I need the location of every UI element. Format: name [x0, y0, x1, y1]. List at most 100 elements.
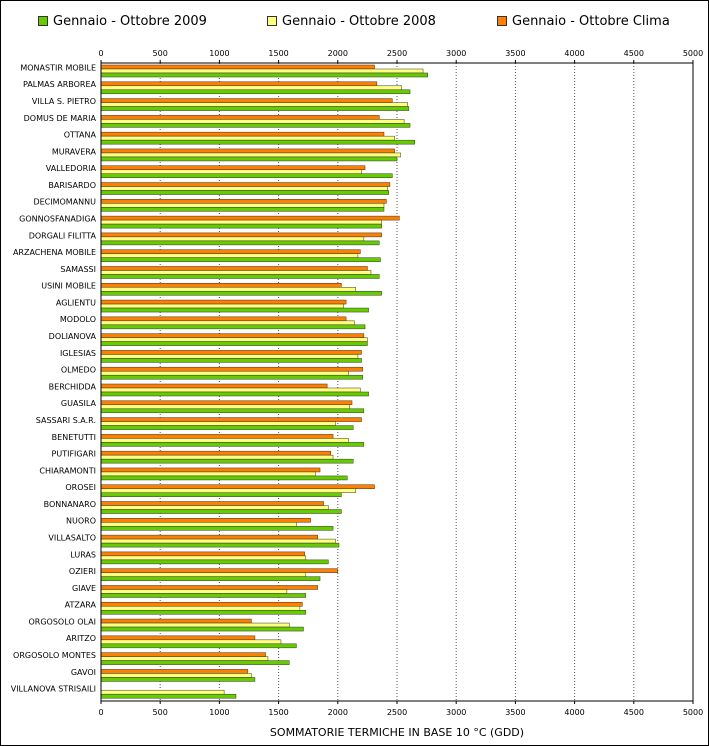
bar-gavoi-2 — [100, 677, 256, 682]
tick-label-bottom: 500 — [153, 708, 168, 717]
tick-label-top: 4500 — [624, 49, 644, 58]
bar-iglesias-0 — [100, 350, 362, 355]
bar-olmedo-1 — [100, 370, 349, 376]
bar-orosei-2 — [100, 492, 342, 497]
bar-aritzo-1 — [100, 639, 282, 645]
bar-villasalto-2 — [100, 542, 340, 548]
bar-guasila-0 — [100, 400, 353, 406]
category-label: SAMASSI — [60, 265, 96, 274]
bar-barisardo-2 — [100, 190, 389, 195]
bar-orgosolo-olai-2 — [100, 626, 304, 632]
bar-dorgali-filitta-1 — [100, 236, 365, 242]
bar-putifigari-0 — [100, 450, 331, 456]
bar-modolo-2 — [100, 324, 366, 330]
bar-orosei-0 — [100, 484, 375, 489]
bar-muravera-0 — [100, 148, 395, 154]
category-label: CHIARAMONTI — [39, 466, 96, 475]
bar-decimomannu-1 — [100, 203, 385, 208]
tick-label-bottom: 2500 — [387, 708, 407, 717]
tick-label-bottom: 4000 — [564, 708, 584, 717]
tick-label-bottom: 4500 — [624, 708, 644, 717]
category-label: OROSEI — [65, 483, 96, 492]
bar-villa-s-pietro-2 — [100, 106, 410, 111]
legend-label-2008: Gennaio - Ottobre 2008 — [282, 13, 436, 29]
bar-berchidda-2 — [100, 391, 369, 397]
bar-nuoro-2 — [100, 526, 334, 531]
bar-nuoro-0 — [100, 518, 311, 523]
tick-label-top: 2500 — [387, 49, 407, 58]
bar-iglesias-1 — [100, 354, 359, 359]
tick-label-bottom: 3500 — [505, 708, 525, 717]
bar-villasalto-1 — [100, 538, 336, 544]
tick-label-bottom: 5000 — [683, 708, 703, 717]
bar-dorgali-filitta-0 — [100, 232, 382, 238]
bar-muravera-2 — [100, 156, 398, 162]
category-label: USINI MOBILE — [41, 282, 96, 291]
bar-valledoria-1 — [100, 169, 362, 174]
bar-palmas-arborea-0 — [100, 81, 378, 87]
bar-nuoro-1 — [100, 522, 297, 527]
category-label: MURAVERA — [52, 147, 97, 156]
legend-item-2009: Gennaio - Ottobre 2009 — [38, 12, 207, 30]
bar-orgosolo-olai-0 — [100, 618, 252, 624]
bar-decimomannu-2 — [100, 207, 385, 212]
bar-muravera-1 — [100, 152, 401, 158]
category-label: ORGOSOLO MONTES — [13, 651, 96, 660]
bar-arzachena-mobile-2 — [100, 257, 381, 262]
x-axis-label: SOMMATORIE TERMICHE IN BASE 10 °C (GDD) — [269, 726, 525, 739]
bar-bonnanaro-1 — [100, 505, 329, 510]
tick-label-top: 1500 — [268, 49, 288, 58]
bar-guasila-1 — [100, 404, 350, 410]
tick-label-top: 3500 — [505, 49, 525, 58]
bar-modolo-1 — [100, 320, 355, 326]
category-label: VILLA S. PIETRO — [32, 97, 96, 106]
tick-label-top: 3000 — [446, 49, 466, 58]
category-label: GONNOSFANADIGA — [19, 215, 96, 224]
category-label: DECIMOMANNU — [33, 198, 96, 207]
bar-ottana-1 — [100, 135, 395, 141]
bar-bonnanaro-2 — [100, 509, 342, 514]
bar-usini-mobile-1 — [100, 287, 356, 292]
bar-gonnosfanadiga-2 — [100, 223, 382, 229]
bar-bonnanaro-0 — [100, 501, 324, 506]
bar-atzara-2 — [100, 610, 307, 615]
bar-domus-de-maria-1 — [100, 119, 405, 124]
legend-item-2008: Gennaio - Ottobre 2008 — [267, 12, 436, 30]
tick-label-bottom: 1500 — [268, 708, 288, 717]
bar-samassi-2 — [100, 274, 380, 279]
tick-label-top: 1000 — [209, 49, 229, 58]
category-label: BARISARDO — [48, 181, 96, 190]
bar-aritzo-0 — [100, 635, 256, 641]
category-label: VILLASALTO — [48, 534, 96, 543]
tick-label-top: 0 — [98, 49, 103, 58]
bar-ozieri-1 — [100, 572, 307, 577]
bar-atzara-0 — [100, 602, 303, 607]
tick-label-bottom: 0 — [98, 708, 103, 717]
bar-monastir-mobile-1 — [100, 68, 424, 74]
bar-chiaramonti-1 — [100, 471, 316, 477]
bar-orgosolo-montes-1 — [100, 656, 269, 661]
tick-label-top: 5000 — [683, 49, 703, 58]
category-label: VILLANOVA STRISAILI — [11, 685, 96, 694]
legend-label-2009: Gennaio - Ottobre 2009 — [53, 13, 207, 29]
bar-berchidda-0 — [100, 383, 328, 389]
legend-swatch-2009 — [38, 16, 48, 26]
bar-giave-0 — [100, 585, 318, 590]
bar-villanova-strisaili-2 — [100, 693, 237, 699]
legend: Gennaio - Ottobre 2009 Gennaio - Ottobre… — [0, 10, 709, 32]
category-label: GIAVE — [72, 584, 96, 593]
bar-berchidda-1 — [100, 387, 361, 393]
bar-gonnosfanadiga-1 — [100, 219, 382, 225]
category-label: ATZARA — [65, 601, 97, 610]
bar-gavoi-0 — [100, 669, 249, 674]
bar-giave-1 — [100, 589, 288, 594]
bar-luras-0 — [100, 551, 305, 557]
bar-orosei-1 — [100, 488, 356, 493]
tick-label-top: 4000 — [564, 49, 584, 58]
bar-orgosolo-montes-2 — [100, 660, 290, 665]
bar-aglientu-1 — [100, 303, 344, 309]
bar-ozieri-2 — [100, 576, 321, 581]
category-label: BONNANARO — [44, 500, 96, 509]
bar-samassi-1 — [100, 270, 372, 275]
